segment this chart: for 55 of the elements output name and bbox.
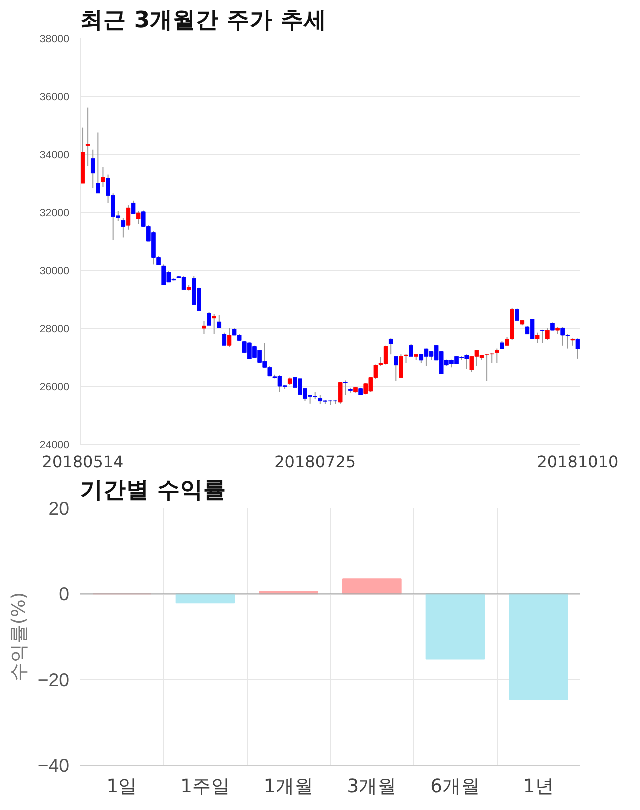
candlestick [207, 312, 212, 326]
bar [426, 594, 486, 660]
candlestick [344, 380, 348, 396]
candlestick [90, 149, 96, 189]
chart-title: 기간별 수익률 [80, 478, 226, 504]
x-tick-label: 1년 [523, 776, 554, 798]
x-tick-label: 20180514 [42, 452, 124, 472]
candlestick [227, 328, 232, 348]
candlestick [126, 205, 131, 230]
candlestick [121, 218, 126, 238]
candlestick [222, 332, 227, 346]
y-tick-label: 36000 [40, 92, 70, 104]
bar [342, 578, 402, 595]
candlestick [388, 338, 394, 356]
y-tick-label: 0 [59, 584, 70, 605]
y-tick-label: −20 [38, 669, 70, 690]
candlestick [515, 308, 520, 322]
y-tick-label: 30000 [40, 266, 70, 278]
candlestick [540, 329, 545, 344]
candlestick [576, 338, 580, 360]
y-tick-label: 24000 [40, 440, 70, 452]
candlestick [212, 314, 216, 335]
y-tick-label: 20 [48, 498, 70, 519]
y-axis-title: 수익률(%) [8, 592, 30, 682]
bar [509, 594, 568, 700]
candlestick [404, 354, 408, 364]
candlestick [399, 354, 404, 379]
y-tick-label: 34000 [40, 150, 70, 162]
x-tick-label: 1일 [106, 776, 138, 798]
candlestick [131, 200, 136, 215]
y-tick-label: −40 [38, 755, 70, 776]
x-tick-label: 3개월 [347, 776, 398, 798]
candlestick [495, 348, 500, 364]
y-tick-label: 38000 [40, 34, 70, 46]
bar [176, 594, 236, 604]
candlestick [394, 356, 398, 382]
candlestick [409, 344, 414, 358]
y-tick-label: 32000 [40, 208, 70, 220]
candlestick [86, 107, 90, 167]
chart-title: 최근 3개월간 주가 추세 [80, 8, 327, 34]
candlestick [101, 166, 106, 188]
candlestick [338, 382, 343, 404]
candlestick [96, 132, 100, 194]
x-tick-label: 20180725 [274, 452, 356, 472]
candlestick [136, 210, 141, 225]
x-tick-label: 1개월 [264, 776, 314, 798]
candlestick [217, 314, 222, 329]
x-tick-label: 20181010 [537, 452, 619, 472]
y-tick-label: 28000 [40, 324, 70, 336]
x-tick-label: 6개월 [430, 776, 480, 798]
candlestick [546, 328, 550, 341]
x-tick-label: 1주일 [180, 776, 230, 798]
candlestick [202, 320, 206, 335]
candlestick [535, 332, 540, 344]
y-tick-label: 26000 [40, 382, 70, 394]
